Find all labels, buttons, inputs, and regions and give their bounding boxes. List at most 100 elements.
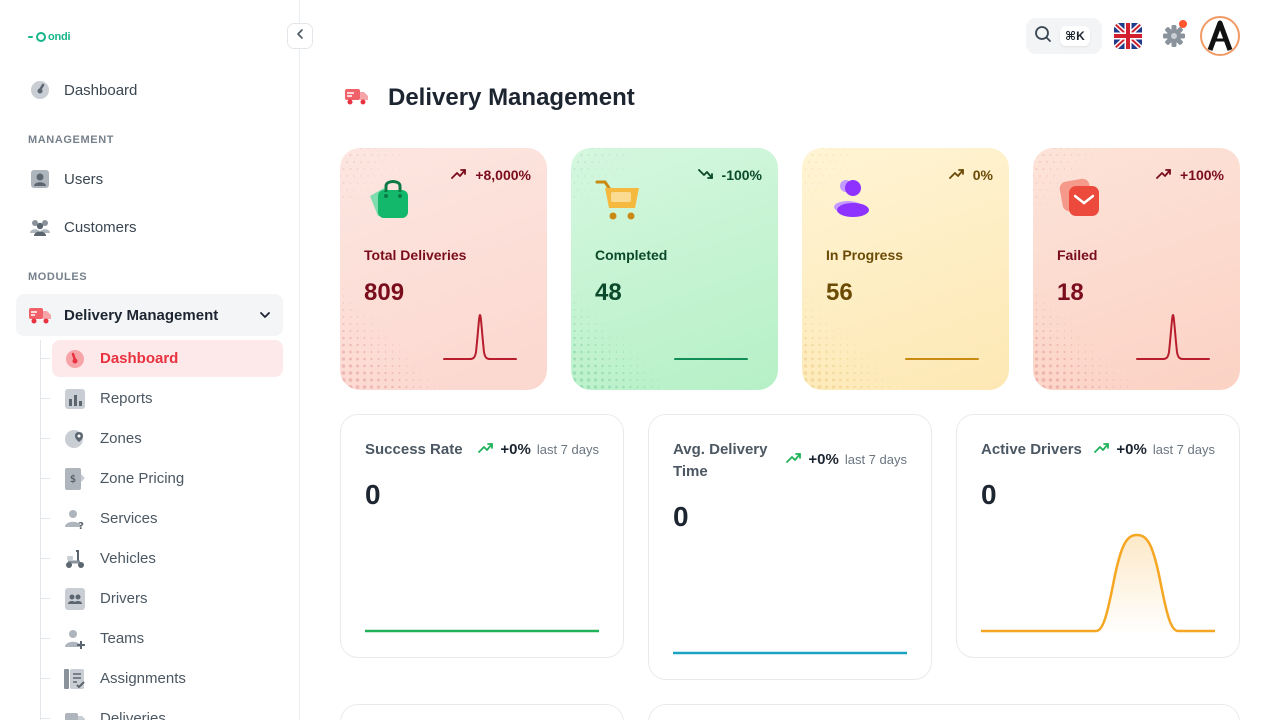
pattern-dot [1106, 365, 1107, 367]
pattern-dot [1057, 316, 1058, 318]
pattern-dot [839, 351, 842, 353]
avatar-button[interactable] [1200, 16, 1240, 56]
pattern-dot [587, 196, 590, 198]
pattern-dot [391, 351, 394, 353]
pattern-dot [867, 386, 870, 388]
sidebar-subitem-assignments[interactable]: Assignments [40, 660, 283, 697]
pattern-dot [1098, 386, 1101, 388]
stat-card-in-progress[interactable]: 0% In Progress 56 [802, 148, 1009, 390]
pattern-dot [377, 337, 380, 339]
pattern-dot [821, 148, 825, 150]
pattern-dot [612, 175, 614, 177]
sidebar-subitem-reports[interactable]: Reports [40, 380, 283, 417]
metric-card-active-drivers[interactable]: Active Drivers +0% last 7 days 0 [956, 414, 1240, 658]
sidebar-group-delivery-management[interactable]: Delivery Management [16, 294, 283, 336]
pattern-dot [1077, 351, 1080, 353]
pattern-dot [1042, 323, 1045, 325]
pattern-dot [874, 386, 877, 388]
sidebar-subitem-dashboard[interactable]: Dashboard [40, 340, 283, 377]
pattern-dot [811, 316, 814, 318]
pattern-dot [825, 364, 828, 368]
pattern-dot [867, 365, 870, 367]
search-button[interactable]: ⌘K [1026, 18, 1102, 54]
pattern-dot [342, 336, 345, 340]
pattern-dot [374, 175, 376, 177]
pattern-dot [622, 154, 625, 156]
pattern-dot [571, 203, 572, 205]
pattern-dot [1077, 344, 1080, 346]
pattern-dot [1063, 364, 1066, 368]
settings-button[interactable] [1160, 20, 1188, 50]
pattern-dot [1088, 161, 1090, 163]
pattern-dot [353, 203, 355, 205]
stat-card-total-deliveries[interactable]: +8,000% Total Deliveries 809 [340, 148, 547, 390]
language-flag-button[interactable] [1114, 23, 1142, 49]
chevron-down-icon [259, 308, 271, 326]
metric-card-avg-delivery-time[interactable]: Avg. Delivery Time +0% last 7 days 0 [648, 414, 932, 680]
pattern-dot [1074, 161, 1076, 163]
pattern-dot [1034, 357, 1039, 361]
pattern-dot [846, 378, 849, 382]
pattern-dot [825, 154, 828, 156]
metric-card-success-rate[interactable]: Success Rate +0% last 7 days 0 [340, 414, 624, 658]
pattern-dot [1033, 148, 1035, 150]
sidebar-subitem-services[interactable]: ? Services [40, 500, 283, 537]
pattern-dot [864, 161, 866, 163]
pattern-dot [658, 379, 659, 381]
pattern-dot [412, 372, 415, 374]
pattern-dot [406, 351, 407, 353]
pattern-dot [874, 379, 877, 381]
sidebar-subitem-zones[interactable]: Zones [40, 420, 283, 457]
pattern-dot [1042, 309, 1045, 311]
pattern-dot [832, 337, 835, 339]
pattern-dot [1039, 217, 1041, 219]
stat-card-completed[interactable]: -100% Completed 48 [571, 148, 778, 390]
sidebar-subitem-drivers[interactable]: Drivers [40, 580, 283, 617]
pattern-dot [340, 160, 342, 164]
pattern-dot [836, 189, 838, 191]
pattern-dot [342, 343, 345, 347]
sidebar-subitem-zone-pricing[interactable]: $ Zone Pricing [40, 460, 283, 497]
pattern-dot [348, 364, 353, 368]
pattern-dot [804, 336, 807, 340]
sidebar-item-dashboard[interactable]: Dashboard [16, 69, 283, 111]
pattern-dot [818, 168, 821, 170]
pattern-dot [1119, 386, 1122, 388]
pattern-dot [1053, 189, 1055, 191]
pattern-dot [832, 351, 835, 353]
trend-value: 0% [972, 167, 993, 183]
sidebar-subitem-teams[interactable]: Teams [40, 620, 283, 657]
trend-indicator: 0% [948, 167, 993, 183]
dot-pattern [340, 148, 442, 390]
pattern-dot [341, 357, 346, 361]
metric-trend: +0% last 7 days [786, 451, 907, 468]
pattern-dot [1106, 358, 1107, 360]
pattern-dot [608, 337, 611, 339]
sidebar-subitem-deliveries[interactable]: Deliveries [40, 700, 283, 720]
pattern-dot [650, 379, 653, 381]
pattern-dot [882, 365, 883, 367]
metric-line-chart [365, 629, 599, 633]
pattern-dot [839, 337, 842, 339]
pattern-dot [360, 161, 362, 163]
pattern-dot [572, 371, 577, 375]
pattern-dot [804, 167, 807, 171]
pattern-dot [846, 168, 849, 170]
sidebar-item-users[interactable]: Users [16, 158, 283, 200]
pattern-dot [615, 154, 618, 156]
stat-card-failed[interactable]: +100% Failed 18 [1033, 148, 1240, 390]
stat-label: In Progress [826, 247, 904, 263]
pattern-dot [1081, 148, 1083, 149]
pattern-dot [573, 196, 576, 198]
pattern-dot [381, 161, 383, 163]
pattern-dot [1056, 337, 1059, 339]
sidebar-item-customers[interactable]: Customers [16, 206, 283, 248]
pattern-dot [811, 330, 814, 332]
app-logo[interactable]: ondi [28, 31, 71, 43]
pattern-dot [420, 372, 421, 374]
sidebar-subitem-vehicles[interactable]: Vehicles [40, 540, 283, 577]
pattern-dot [1063, 351, 1066, 353]
pattern-dot [629, 385, 632, 389]
collapse-sidebar-button[interactable] [287, 23, 313, 49]
pattern-dot [860, 372, 863, 374]
